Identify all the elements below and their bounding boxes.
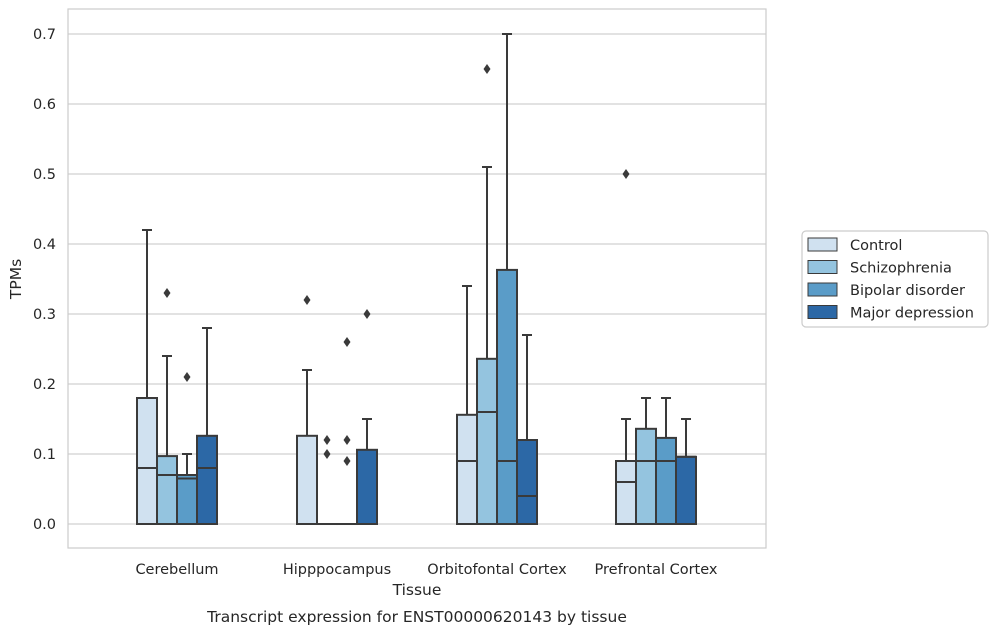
- y-tick-label: 0.6: [33, 97, 56, 113]
- box-2-1: [336, 337, 358, 526]
- box-body: [655, 436, 677, 525]
- box-body: [456, 413, 478, 525]
- y-tick-label: 0.7: [33, 27, 56, 43]
- legend-swatch: [807, 237, 838, 252]
- box-body: [156, 455, 178, 526]
- box-marks: [136, 33, 697, 526]
- legend-label: Control: [850, 238, 902, 254]
- outlier-point: [622, 169, 630, 179]
- box-3-2: [516, 334, 538, 525]
- outlier-point: [163, 288, 171, 298]
- plot-frame: [67, 8, 767, 549]
- legend-label: Bipolar disorder: [850, 283, 965, 299]
- chart-caption: Transcript expression for ENST0000062014…: [206, 608, 627, 626]
- box-body: [615, 460, 637, 525]
- legend-swatch: [807, 260, 838, 274]
- x-tick-label: Hipppocampus: [283, 562, 391, 578]
- box-0-3: [615, 169, 637, 525]
- box-body: [176, 474, 198, 525]
- legend-label: Schizophrenia: [850, 261, 952, 277]
- outlier-point: [323, 449, 331, 459]
- legend-label: Major depression: [850, 306, 974, 322]
- outlier-point: [303, 295, 311, 305]
- outlier-point: [183, 372, 191, 382]
- box-body: [516, 439, 538, 525]
- box-1-2: [476, 64, 498, 525]
- box-3-0: [196, 327, 218, 525]
- legend-swatch: [807, 305, 838, 319]
- box-0-0: [136, 229, 158, 525]
- box-2-2: [496, 33, 518, 525]
- box-3-3: [675, 418, 697, 525]
- legend-frame: [801, 230, 989, 328]
- box-body: [496, 268, 518, 525]
- box-2-0: [176, 372, 198, 525]
- box-body: [136, 397, 158, 525]
- box-3-1: [356, 309, 378, 525]
- y-tick-label: 0.4: [33, 237, 56, 253]
- box-body: [675, 455, 697, 525]
- y-axis-ticks: 0.0 0.1 0.2 0.3 0.4 0.5 0.6 0.7: [33, 27, 56, 533]
- box-1-1: [316, 435, 338, 526]
- legend-swatch: [807, 282, 838, 297]
- outlier-point: [483, 64, 491, 74]
- outlier-point: [343, 337, 351, 347]
- outlier-point: [343, 456, 351, 466]
- box-1-3: [635, 397, 657, 525]
- box-0-2: [456, 285, 478, 525]
- outlier-point: [363, 309, 371, 319]
- outlier-point: [343, 435, 351, 445]
- box-body: [296, 434, 318, 525]
- x-tick-label: Prefrontal Cortex: [595, 562, 718, 578]
- y-tick-label: 0.2: [33, 377, 56, 393]
- box-body: [356, 448, 378, 525]
- y-tick-label: 0.3: [33, 307, 56, 323]
- outlier-point: [323, 435, 331, 445]
- y-axis-label: TPMs: [7, 259, 25, 300]
- box-0-1: [296, 295, 318, 525]
- box-body: [196, 434, 218, 525]
- x-axis-label: Tissue: [392, 581, 442, 599]
- x-axis-ticks: Cerebellum Hipppocampus Orbitofontal Corte…: [135, 562, 717, 578]
- box-body: [476, 357, 498, 525]
- box-body: [635, 427, 657, 525]
- x-tick-label: Orbitofontal Cortex: [427, 562, 567, 578]
- y-tick-label: 0.1: [33, 447, 56, 463]
- x-tick-label: Cerebellum: [135, 562, 218, 578]
- legend: Control Schizophrenia Bipolar disorder Majo…: [801, 230, 989, 328]
- box-2-3: [655, 397, 677, 525]
- box-1-0: [156, 288, 178, 526]
- y-tick-label: 0.0: [33, 517, 56, 533]
- y-tick-label: 0.5: [33, 167, 56, 183]
